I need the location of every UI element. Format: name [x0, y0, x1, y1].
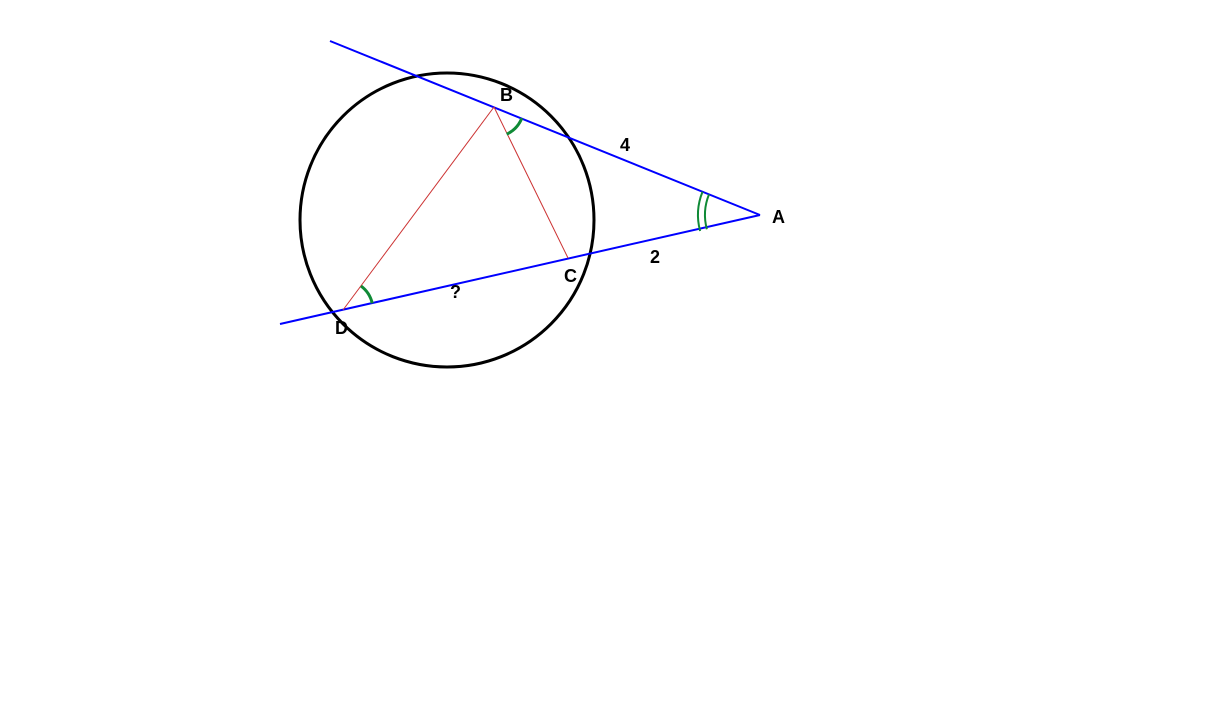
point-label-d: D	[335, 318, 348, 339]
point-label-a: A	[772, 207, 785, 228]
point-label-c: C	[564, 266, 577, 287]
segment-label-CD-unknown: ?	[450, 282, 461, 303]
diagram-svg	[0, 0, 1228, 710]
point-label-b: B	[500, 85, 513, 106]
segment-label-AB-length: 4	[620, 135, 630, 156]
segment-label-AC-length: 2	[650, 247, 660, 268]
geometry-diagram: A B C D 4 2?	[0, 0, 1228, 710]
